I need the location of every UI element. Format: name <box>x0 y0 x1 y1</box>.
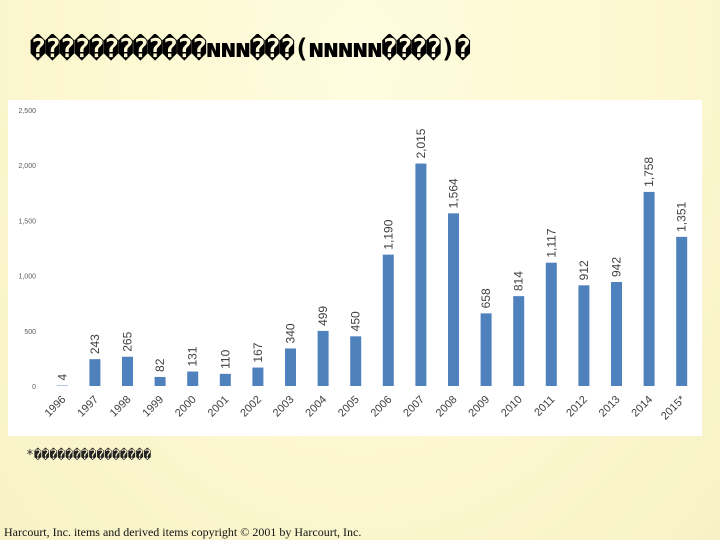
data-label: 942 <box>610 257 624 277</box>
data-label: 814 <box>512 271 526 291</box>
data-label: 1,758 <box>642 157 656 187</box>
data-label: 243 <box>88 334 102 354</box>
x-tick-label: 1996 <box>43 394 69 420</box>
x-tick-label: 2015* <box>659 393 688 422</box>
data-label: 82 <box>153 358 167 372</box>
data-label: 1,351 <box>675 201 689 231</box>
bar-chart: 0 500 1,000 1,500 2,000 2,500 4 1996 243 1997 265 1… <box>18 108 689 422</box>
data-label: 499 <box>316 306 330 326</box>
bar <box>676 236 688 386</box>
x-tick-label: 1999 <box>140 394 166 420</box>
bar <box>643 191 655 386</box>
bar <box>154 376 166 386</box>
data-label: 167 <box>251 342 265 362</box>
x-tick-label: 2012 <box>564 394 590 420</box>
bar <box>578 285 590 386</box>
bar <box>513 296 525 386</box>
bar <box>611 282 622 386</box>
data-label: 1,564 <box>447 178 461 208</box>
bar <box>252 367 264 386</box>
x-tick-label: 2011 <box>532 394 557 419</box>
data-label: 340 <box>284 323 298 343</box>
x-tick-label: 2006 <box>369 394 395 420</box>
x-tick-label: 1997 <box>75 394 101 420</box>
bar <box>89 359 101 386</box>
y-tick-label: 1,500 <box>18 218 36 225</box>
x-tick-label: 2001 <box>206 394 232 420</box>
data-label: 2,015 <box>414 128 428 158</box>
bar <box>415 163 427 386</box>
x-tick-label: 2013 <box>597 394 623 420</box>
data-label: 912 <box>577 260 591 280</box>
y-tick-label: 0 <box>32 384 36 391</box>
bar <box>219 373 231 386</box>
y-tick-label: 2,000 <box>18 163 36 170</box>
x-tick-label: 2008 <box>434 394 460 420</box>
data-label: 110 <box>218 349 232 368</box>
bar <box>448 213 459 386</box>
data-label: 4 <box>55 374 69 381</box>
bar <box>382 254 394 386</box>
x-tick-label: 2003 <box>271 394 297 420</box>
x-tick-label: 1998 <box>108 394 134 420</box>
x-tick-label: 2009 <box>466 394 492 420</box>
x-tick-label: 2000 <box>173 394 199 420</box>
bar <box>350 336 362 386</box>
bar <box>187 371 199 386</box>
bar <box>480 313 492 386</box>
x-tick-label: 2007 <box>401 394 427 420</box>
copyright-notice: Harcourt, Inc. items and derived items c… <box>4 525 362 539</box>
y-tick-label: 500 <box>24 329 36 336</box>
bar <box>285 348 296 386</box>
data-label: 658 <box>479 288 493 308</box>
x-tick-label: 2014 <box>629 394 655 420</box>
data-label: 131 <box>186 346 200 366</box>
data-label: 1,190 <box>381 219 395 249</box>
bar <box>545 262 557 386</box>
y-tick-label: 2,500 <box>18 108 36 115</box>
x-tick-label: 2005 <box>336 394 362 420</box>
x-tick-label: 2010 <box>499 394 525 420</box>
data-label: 1,117 <box>544 228 558 257</box>
footnote: *��������������� <box>26 448 152 463</box>
bar <box>317 330 329 386</box>
bar <box>122 356 133 386</box>
chart-panel: 0 500 1,000 1,500 2,000 2,500 4 1996 243 1997 265 1… <box>8 100 702 436</box>
data-label: 265 <box>121 331 135 351</box>
x-tick-label: 2002 <box>238 394 264 420</box>
y-tick-label: 1,000 <box>18 274 36 281</box>
data-label: 450 <box>349 311 363 331</box>
slide-title: ������������ɴɴɴ���(ɴɴɴɴɴ����)� <box>30 34 471 64</box>
x-tick-label: 2004 <box>303 394 329 420</box>
